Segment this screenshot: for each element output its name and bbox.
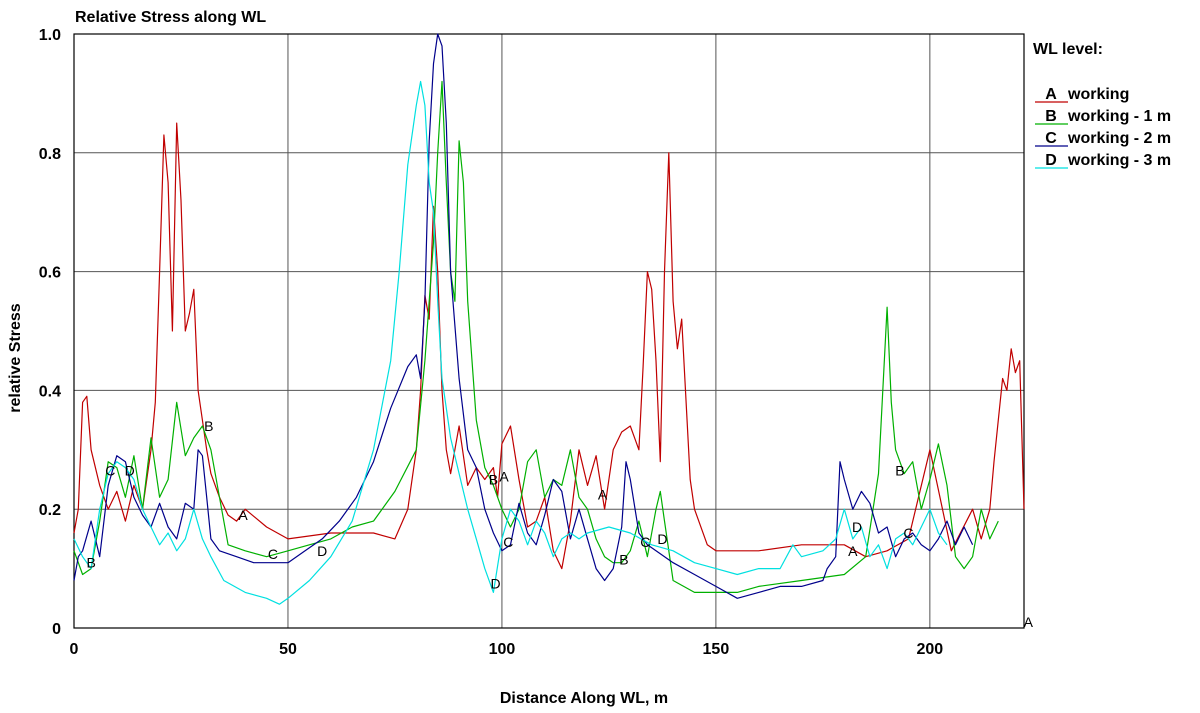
legend-label: working	[1067, 86, 1129, 103]
y-tick-label: 0.2	[39, 502, 61, 519]
curve-marker-b: B	[489, 472, 498, 488]
legend-label: working - 1 m	[1067, 108, 1171, 125]
y-tick-label: 0.6	[39, 265, 61, 282]
x-tick-label: 150	[703, 641, 730, 658]
series-line-d	[73, 80, 948, 605]
legend-marker: B	[1045, 108, 1057, 125]
series-line-b	[73, 80, 999, 594]
curve-marker-d: D	[317, 543, 327, 559]
x-tick-label: 200	[917, 641, 944, 658]
series-line-a	[73, 122, 1025, 570]
curve-marker-c: C	[640, 534, 650, 550]
curve-marker-c: C	[503, 534, 513, 550]
curve-marker-d: D	[852, 519, 862, 535]
y-tick-label: 0.8	[39, 146, 61, 163]
x-axis: 0 50 100 150 200	[70, 641, 944, 658]
curve-marker-c: C	[268, 546, 278, 562]
x-axis-label: Distance Along WL, m	[500, 690, 668, 707]
y-axis-label: relative Stress	[7, 303, 24, 413]
curve-marker-a: A	[1024, 614, 1034, 630]
y-tick-label: 1.0	[39, 27, 61, 44]
curve-marker-a: A	[499, 469, 509, 485]
legend-label: working - 3 m	[1067, 152, 1171, 169]
curve-marker-c: C	[105, 463, 115, 479]
x-tick-label: 50	[279, 641, 297, 658]
chart-title: Relative Stress along WL	[75, 9, 266, 26]
series-line-c	[73, 33, 974, 599]
y-axis: 0 0.2 0.4 0.6 0.8 1.0	[39, 27, 61, 638]
x-tick-label: 0	[70, 641, 79, 658]
curve-marker-b: B	[619, 552, 628, 568]
curve-marker-a: A	[238, 507, 248, 523]
curve-marker-c: C	[903, 525, 913, 541]
curve-marker-a: A	[598, 486, 608, 502]
curve-marker-b: B	[204, 418, 213, 434]
series-layer	[73, 33, 1025, 605]
curve-marker-b: B	[86, 555, 95, 571]
legend-title: WL level:	[1033, 41, 1103, 58]
y-tick-label: 0.4	[39, 383, 61, 400]
curve-marker-d: D	[657, 531, 667, 547]
legend-marker: A	[1045, 86, 1057, 103]
curve-marker-d: D	[125, 463, 135, 479]
legend-marker: C	[1045, 130, 1057, 147]
x-tick-label: 100	[489, 641, 516, 658]
legend-label: working - 2 m	[1067, 130, 1171, 147]
y-tick-label: 0	[52, 621, 61, 638]
legend-marker: D	[1045, 152, 1057, 169]
curve-marker-a: A	[848, 543, 858, 559]
curve-marker-d: D	[490, 575, 500, 591]
plot-frame	[73, 33, 1025, 629]
curve-marker-b: B	[895, 463, 904, 479]
